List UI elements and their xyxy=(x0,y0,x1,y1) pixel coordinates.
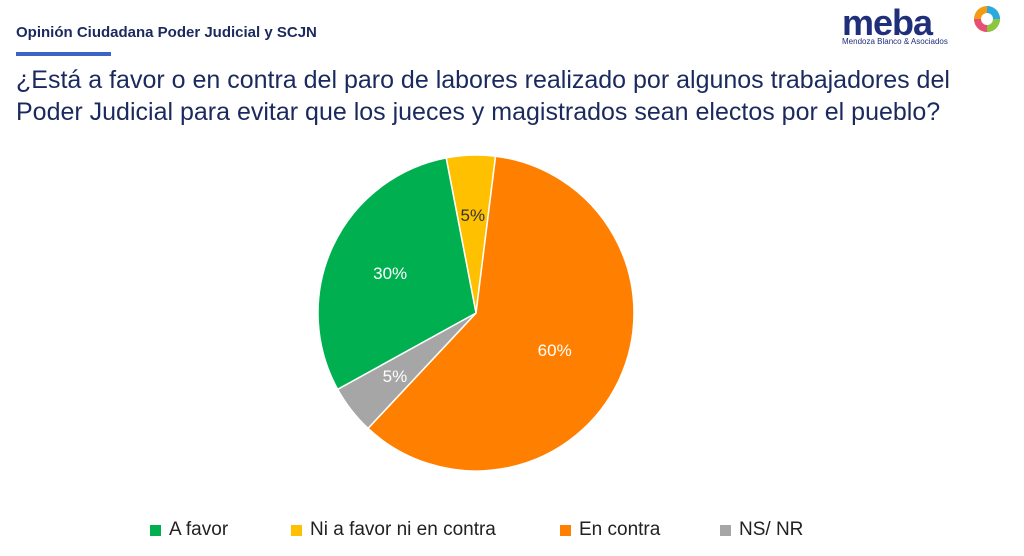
pie-slice-en-contra xyxy=(366,155,635,472)
legend-item-en-contra: En contra xyxy=(560,519,660,541)
logo-tagline: Mendoza Blanco & Asociados xyxy=(842,37,948,46)
legend-item-a-favor: A favor xyxy=(150,519,228,541)
legend-label: A favor xyxy=(169,519,229,540)
pie-slice-a-favor xyxy=(317,156,477,391)
legend-label: En contra xyxy=(579,519,661,540)
logo-mark-icon xyxy=(974,6,1000,32)
legend-swatch xyxy=(150,524,161,536)
data-label: 5% xyxy=(383,367,408,386)
logo-wordmark: meba xyxy=(842,2,933,43)
title-underline xyxy=(16,52,111,56)
data-label: 60% xyxy=(538,341,572,360)
legend-swatch xyxy=(291,524,302,536)
data-label: 30% xyxy=(373,264,407,283)
section-title: Opinión Ciudadana Poder Judicial y SCJN xyxy=(16,24,317,41)
legend-swatch xyxy=(720,524,731,536)
legend-item-ns-nr: NS/ NR xyxy=(720,519,803,541)
legend-item-ni-a-favor: Ni a favor ni en contra xyxy=(291,519,496,541)
chart-legend: A favor Ni a favor ni en contra En contr… xyxy=(0,515,1024,545)
data-label: 5% xyxy=(460,206,485,225)
legend-label: NS/ NR xyxy=(739,519,804,540)
meba-logo: meba Mendoza Blanco & Asociados xyxy=(842,2,1002,48)
legend-label: Ni a favor ni en contra xyxy=(310,519,496,540)
legend-swatch xyxy=(560,524,571,536)
survey-question: ¿Está a favor o en contra del paro de la… xyxy=(16,66,950,126)
